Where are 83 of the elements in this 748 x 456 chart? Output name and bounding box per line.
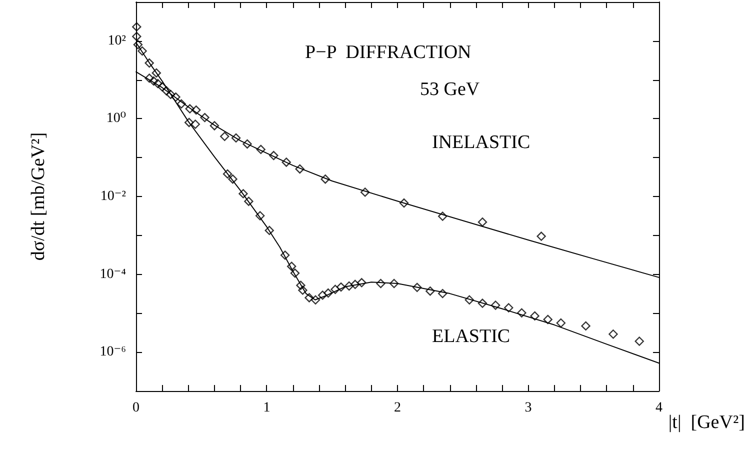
point [438, 288, 448, 298]
point [399, 198, 409, 208]
point [242, 139, 252, 149]
point [530, 311, 540, 321]
point [149, 76, 158, 86]
point [144, 74, 154, 83]
point [324, 288, 333, 298]
point [158, 82, 167, 92]
point [162, 86, 172, 96]
point [138, 46, 147, 56]
x-tick-label: 3 [524, 400, 532, 416]
point [256, 144, 266, 154]
series-label: ELASTIC [432, 326, 510, 347]
point [298, 286, 308, 295]
point [536, 232, 546, 241]
point [490, 300, 500, 310]
point [280, 250, 290, 260]
point [336, 282, 346, 292]
point [192, 105, 201, 115]
point [132, 22, 142, 32]
y-tick-label: 10⁻² [100, 189, 126, 204]
point [185, 104, 194, 114]
point [222, 169, 232, 179]
point [231, 133, 241, 143]
point [464, 295, 474, 304]
x-axis-title: |t| [GeV²] [668, 412, 745, 433]
point [269, 150, 278, 160]
point [330, 284, 340, 294]
y-tick-label: 10² [108, 33, 126, 48]
point [296, 280, 306, 290]
point [264, 226, 274, 236]
point [478, 298, 488, 308]
point [478, 217, 488, 227]
point [608, 330, 618, 339]
y-tick-label: 10⁰ [106, 111, 126, 126]
point [344, 281, 354, 291]
point [228, 174, 238, 184]
point [220, 132, 230, 142]
point [304, 293, 314, 302]
point [171, 92, 180, 102]
point [153, 78, 162, 88]
point [152, 68, 161, 78]
point [190, 120, 200, 129]
point [320, 174, 330, 184]
point [144, 58, 154, 68]
point [360, 188, 370, 197]
point [438, 212, 448, 221]
point [176, 99, 186, 109]
point [556, 318, 566, 328]
point [376, 278, 386, 288]
point [238, 189, 248, 198]
text: INELASTIC [432, 132, 530, 153]
x-tick-label: 1 [263, 400, 270, 416]
point [634, 336, 644, 346]
point [310, 295, 320, 304]
point [426, 286, 435, 296]
text: 53 GeV [420, 79, 480, 100]
point [184, 118, 194, 128]
y-tick-label: 10⁻⁴ [100, 266, 126, 282]
point [282, 158, 291, 167]
point [389, 278, 399, 288]
x-tick-label: 4 [655, 400, 662, 416]
point [504, 303, 514, 312]
point [517, 308, 526, 318]
point [581, 321, 590, 331]
point [166, 90, 176, 100]
text: P−P DIFFRACTION [305, 42, 472, 63]
x-tick-label: 0 [132, 400, 140, 416]
x-tick-label: 2 [394, 400, 401, 416]
y-tick-label: 10⁻⁶ [100, 344, 126, 360]
point [210, 121, 220, 130]
point [255, 211, 265, 220]
point [290, 268, 300, 278]
point [244, 196, 254, 206]
point [318, 290, 328, 300]
point [200, 112, 210, 122]
y-axis-title: dσ/dt [mb/GeV²] [28, 132, 49, 261]
point [357, 278, 366, 288]
point [412, 282, 422, 292]
point [295, 164, 304, 174]
point [543, 314, 552, 324]
point [350, 280, 360, 289]
point [286, 262, 296, 271]
